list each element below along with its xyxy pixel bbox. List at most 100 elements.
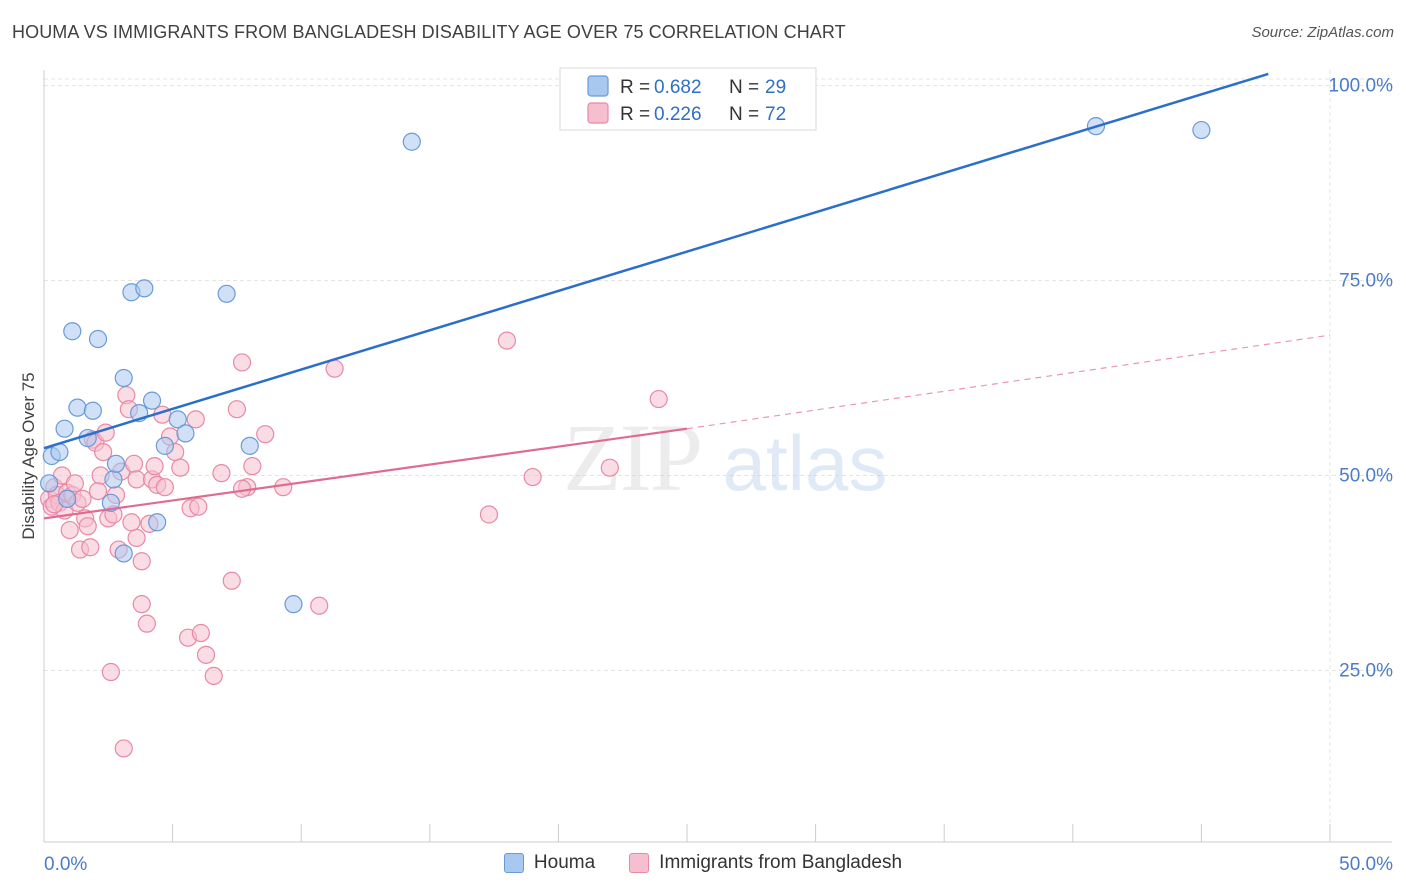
bangladesh-point-30 bbox=[124, 454, 144, 473]
houma-point-13 bbox=[114, 368, 133, 388]
bangladesh-point-38 bbox=[145, 457, 164, 476]
bangladesh-point-33 bbox=[132, 552, 151, 571]
bangladesh-points bbox=[40, 331, 668, 758]
houma-trend-line bbox=[43, 72, 1269, 450]
chart-title: HOUMA VS IMMIGRANTS FROM BANGLADESH DISA… bbox=[12, 22, 846, 42]
legend-r-houma: 0.682 bbox=[654, 77, 702, 98]
y-tick-labels: 25.0% 50.0% 75.0% 100.0% bbox=[1329, 76, 1394, 682]
houma-point-3 bbox=[55, 419, 74, 438]
bangladesh-point-31 bbox=[127, 528, 146, 547]
houma-point-8 bbox=[88, 329, 108, 349]
bangladesh-point-60 bbox=[325, 359, 344, 378]
bangladesh-point-71 bbox=[189, 497, 208, 516]
bangladesh-point-20 bbox=[94, 443, 113, 462]
bangladesh-point-57 bbox=[256, 425, 275, 444]
legend-n-label-0: N = bbox=[729, 77, 759, 98]
legend-n-bangladesh: 72 bbox=[765, 104, 786, 125]
houma-point-24 bbox=[284, 595, 303, 614]
legend-label-houma: Houma bbox=[533, 852, 596, 873]
y-tick-label-1: 50.0% bbox=[1339, 465, 1393, 486]
legend-label-bangladesh: Immigrants from Bangladesh bbox=[659, 852, 903, 873]
houma-point-22 bbox=[217, 284, 236, 303]
watermark: ZIP atlas bbox=[563, 404, 887, 511]
houma-point-7 bbox=[83, 401, 102, 420]
y-tick-label-2: 75.0% bbox=[1339, 271, 1393, 292]
bangladesh-point-58 bbox=[274, 478, 293, 497]
bangladesh-point-61 bbox=[479, 505, 499, 524]
houma-point-21 bbox=[176, 424, 195, 443]
bangladesh-point-70 bbox=[122, 513, 141, 532]
houma-points bbox=[40, 117, 1211, 614]
bangladesh-point-44 bbox=[171, 458, 190, 477]
houma-point-12 bbox=[114, 544, 133, 563]
x-tick-label-0: 0.0% bbox=[44, 854, 87, 875]
bangladesh-point-54 bbox=[232, 353, 252, 372]
bangladesh-point-47 bbox=[186, 410, 205, 429]
bangladesh-point-35 bbox=[137, 614, 156, 633]
legend-r-label-0: R = bbox=[620, 77, 650, 98]
houma-point-18 bbox=[148, 513, 167, 532]
bangladesh-point-41 bbox=[155, 478, 174, 497]
houma-point-5 bbox=[68, 398, 87, 417]
houma-point-25 bbox=[402, 132, 421, 151]
bangladesh-point-8 bbox=[60, 520, 79, 540]
axes bbox=[43, 70, 1392, 843]
x-tick-label-1: 50.0% bbox=[1339, 854, 1393, 875]
grid-lines bbox=[44, 70, 1392, 842]
bangladesh-point-32 bbox=[127, 470, 146, 489]
bangladesh-point-65 bbox=[649, 389, 668, 409]
houma-point-9 bbox=[101, 493, 120, 512]
legend-swatch-bangladesh bbox=[587, 102, 609, 124]
houma-point-16 bbox=[135, 279, 154, 298]
houma-point-17 bbox=[142, 391, 162, 410]
bangladesh-point-27 bbox=[114, 739, 133, 758]
y-axis-label: Disability Age Over 75 bbox=[19, 372, 38, 539]
bangladesh-point-56 bbox=[243, 457, 262, 476]
bangladesh-point-67 bbox=[73, 489, 92, 508]
houma-point-19 bbox=[155, 436, 174, 455]
bangladesh-point-14 bbox=[78, 517, 97, 536]
chart-source: Source: ZipAtlas.com bbox=[1251, 24, 1394, 41]
bangladesh-point-52 bbox=[222, 571, 241, 590]
legend-n-houma: 29 bbox=[765, 77, 786, 98]
stats-legend: R = 0.682 N = 29 R = 0.226 N = 72 bbox=[559, 67, 817, 131]
legend-n-label-1: N = bbox=[729, 104, 759, 125]
legend-swatch-bangladesh bbox=[629, 853, 650, 873]
bangladesh-point-15 bbox=[81, 538, 100, 557]
bangladesh-point-59 bbox=[310, 596, 329, 615]
legend-r-label-1: R = bbox=[620, 104, 650, 125]
houma-point-20 bbox=[168, 410, 187, 429]
bangladesh-point-10 bbox=[65, 474, 84, 493]
y-tick-label-0: 25.0% bbox=[1339, 660, 1393, 681]
houma-point-0 bbox=[40, 474, 59, 493]
bangladesh-point-34 bbox=[132, 595, 151, 614]
houma-point-28 bbox=[58, 489, 77, 508]
bangladesh-point-48 bbox=[191, 623, 210, 643]
houma-point-4 bbox=[63, 322, 82, 341]
houma-point-11 bbox=[106, 454, 126, 473]
legend-swatch-houma bbox=[587, 75, 609, 97]
series-legend: Houma Immigrants from Bangladesh bbox=[0, 852, 1406, 874]
trend-lines bbox=[43, 72, 1331, 520]
bangladesh-point-51 bbox=[212, 464, 231, 483]
bangladesh-point-53 bbox=[227, 400, 246, 419]
bangladesh-trend-extension bbox=[686, 334, 1331, 430]
houma-point-27 bbox=[1192, 120, 1211, 140]
svg-text:atlas: atlas bbox=[723, 419, 888, 507]
legend-r-bangladesh: 0.226 bbox=[654, 104, 702, 125]
y-tick-label-3: 100.0% bbox=[1329, 76, 1394, 97]
bangladesh-point-62 bbox=[497, 331, 517, 350]
bangladesh-point-50 bbox=[204, 666, 223, 686]
bangladesh-point-49 bbox=[196, 645, 216, 664]
bangladesh-point-22 bbox=[101, 662, 120, 682]
svg-text:ZIP: ZIP bbox=[563, 404, 701, 511]
houma-point-10 bbox=[104, 470, 123, 489]
bangladesh-point-66 bbox=[232, 479, 252, 498]
legend-item-bangladesh[interactable]: Immigrants from Bangladesh bbox=[629, 852, 902, 874]
bangladesh-trend-line bbox=[43, 427, 688, 520]
legend-item-houma[interactable]: Houma bbox=[503, 852, 596, 874]
legend-swatch-houma bbox=[503, 853, 524, 873]
houma-point-23 bbox=[240, 436, 259, 455]
bangladesh-point-64 bbox=[600, 458, 619, 477]
